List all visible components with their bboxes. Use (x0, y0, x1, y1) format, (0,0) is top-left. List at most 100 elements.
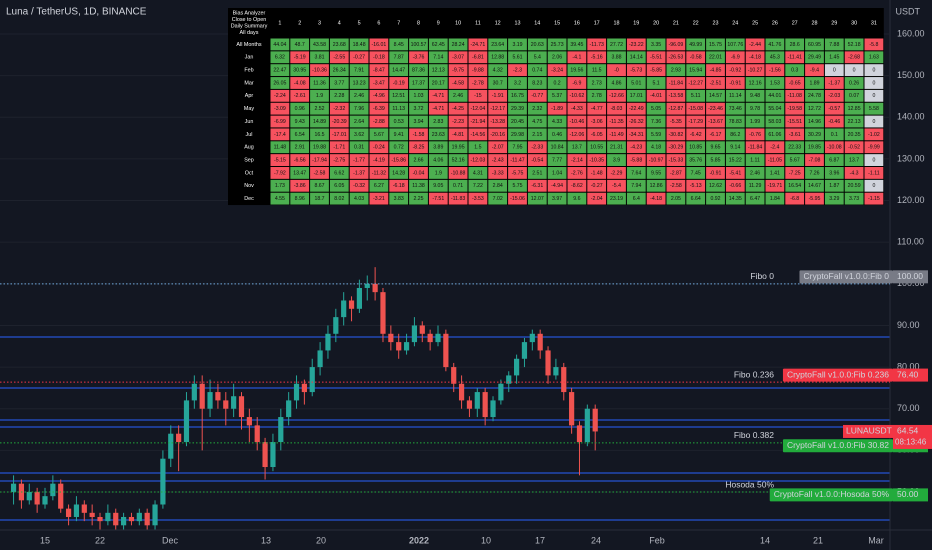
candle-body (128, 516, 135, 522)
candle-body (317, 350, 323, 368)
table-cell (567, 192, 587, 205)
table-cell-value: -5.4 (612, 183, 621, 189)
candle-body (246, 417, 252, 426)
table-cell-value: 2.46 (750, 170, 760, 176)
table-cell (706, 179, 725, 192)
table-cell (329, 167, 349, 179)
table-cell-value: 12.51 (392, 93, 405, 99)
table-cell (745, 167, 765, 179)
table-cell (527, 102, 547, 115)
table-cell-value: -0.27 (591, 183, 603, 189)
table-cell (527, 77, 547, 89)
table-cell (666, 102, 686, 115)
time-tick-label: 17 (535, 535, 545, 545)
table-cell-value: 0 (872, 183, 875, 189)
table-cell (369, 51, 389, 64)
price-tag (893, 368, 928, 382)
table-cell (428, 38, 448, 51)
table-col-header: 9 (437, 20, 440, 26)
price-tag-text: 76.40 (897, 369, 919, 379)
table-cell (686, 141, 706, 154)
table-cell (686, 102, 706, 115)
table-cell-value: 12.85 (848, 106, 861, 112)
candle-body (490, 400, 496, 418)
table-cell (626, 77, 646, 89)
table-title: All days (240, 30, 259, 36)
table-cell (310, 77, 329, 89)
candle-body (113, 512, 119, 526)
table-cell-value: -96.09 (669, 42, 684, 48)
table-cell (409, 77, 428, 89)
table-cell (864, 167, 884, 179)
table-cell (468, 179, 488, 192)
table-cell (428, 64, 448, 77)
table-cell-value: -16.01 (372, 42, 387, 48)
table-cell (567, 77, 587, 89)
table-cell-value: 20.35 (848, 132, 861, 138)
table-cell (389, 102, 409, 115)
table-cell (785, 89, 805, 102)
table-cell (290, 51, 310, 64)
table-cell-value: 39.45 (570, 42, 583, 48)
table-cell-value: 5.67 (374, 132, 384, 138)
table-cell-value: 9.78 (750, 106, 760, 112)
table-cell (290, 167, 310, 179)
candle-body (191, 383, 197, 401)
table-col-header: 23 (713, 20, 719, 26)
table-cell-value: -26.32 (629, 119, 644, 125)
table-cell-value: 4.75 (532, 119, 542, 125)
table-cell (587, 89, 607, 102)
table-cell (270, 89, 290, 102)
table-cell (666, 115, 686, 128)
table-cell (468, 51, 488, 64)
table-cell-value: -5.13 (690, 183, 702, 189)
table-cell-value: 30.7 (493, 80, 503, 86)
candle-body (286, 400, 292, 418)
table-cell (646, 179, 666, 192)
table-cell (369, 89, 389, 102)
table-cell (626, 64, 646, 77)
table-cell-value: 19.88 (313, 145, 326, 151)
table-title: Bias Analyzer (233, 10, 266, 16)
table-col-header: 6 (377, 20, 380, 26)
table-cell-value: 5.58 (869, 106, 879, 112)
table-cell-value: -2.23 (452, 119, 464, 125)
table-cell-value: 5.75 (512, 183, 522, 189)
table-cell (468, 77, 488, 89)
table-cell (626, 89, 646, 102)
table-cell (270, 167, 290, 179)
table-cell (587, 38, 607, 51)
table-cell-value: -2.4 (770, 145, 779, 151)
table-cell-value: 73.46 (729, 106, 742, 112)
price-tick-label: 150.00 (897, 70, 925, 80)
table-col-header: 29 (831, 20, 837, 26)
table-cell (527, 51, 547, 64)
table-cell (626, 115, 646, 128)
candle-body (443, 333, 449, 368)
table-cell (349, 179, 369, 192)
candle-body (427, 333, 433, 343)
table-cell (389, 89, 409, 102)
table-cell-value: 13.23 (353, 80, 366, 86)
table-cell (369, 179, 389, 192)
table-cell-value: 14.14 (630, 55, 643, 61)
candle-body (199, 383, 205, 409)
table-cell (706, 89, 725, 102)
table-cell-value: -4.85 (710, 68, 722, 74)
table-cell-value: 3.77 (334, 80, 344, 86)
table-cell-value: -10.88 (451, 170, 466, 176)
table-cell-value: -6.18 (393, 183, 405, 189)
table-row-label: Jun (245, 119, 254, 125)
table-cell (567, 64, 587, 77)
table-cell-value: -12.04 (471, 106, 486, 112)
table-cell (666, 192, 686, 205)
last-symbol-tag (843, 424, 893, 438)
candle-body (592, 408, 598, 432)
time-tick-label: 24 (591, 535, 601, 545)
table-cell (488, 167, 508, 179)
table-cell (567, 89, 587, 102)
table-cell (468, 154, 488, 166)
candle-body (121, 516, 127, 526)
candle-body (223, 400, 229, 409)
table-cell (428, 154, 448, 166)
